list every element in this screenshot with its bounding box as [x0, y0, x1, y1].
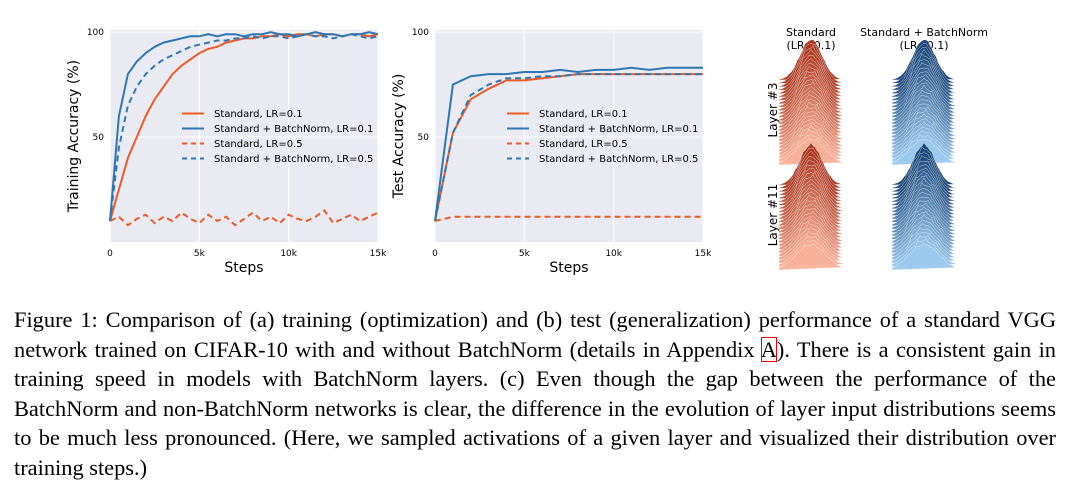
x-tick-label: 5k	[194, 249, 206, 259]
y-tick-label: 50	[418, 133, 430, 143]
ridge-plots	[778, 39, 957, 271]
series-line	[109, 209, 379, 227]
column-title: Standard + BatchNorm	[860, 26, 988, 39]
row-label: Layer #11	[766, 184, 780, 247]
y-tick-label: 50	[93, 133, 105, 143]
legend-label: Standard, LR=0.1	[539, 109, 628, 120]
y-tick-label: 100	[412, 28, 429, 38]
x-tick-label: 10k	[605, 249, 622, 259]
x-tick-label: 10k	[280, 249, 297, 259]
x-tick-label: 15k	[695, 249, 712, 259]
x-tick-label: 0	[107, 249, 113, 259]
figure: Standard (LR=0.1) Standard + BatchNorm (…	[66, 26, 988, 276]
x-tick-label: 15k	[370, 249, 387, 259]
legend-label: Standard, LR=0.5	[214, 139, 303, 150]
x-axis-label: Steps	[549, 260, 588, 276]
series-line	[434, 66, 703, 222]
y-axis-label: Training Accuracy (%)	[66, 60, 82, 213]
series-line	[109, 33, 379, 222]
x-tick-label: 5k	[519, 249, 531, 259]
caption-text: Figure 1: Comparison of (a) training (op…	[14, 307, 1056, 362]
x-tick-label: 0	[432, 249, 438, 259]
x-axis-label: Steps	[224, 260, 263, 276]
legend-label: Standard + BatchNorm, LR=0.5	[539, 154, 698, 165]
column-title: Standard	[786, 26, 836, 39]
row-label: Layer #3	[766, 83, 780, 138]
series-line	[109, 31, 379, 222]
caption: Figure 1: Comparison of (a) training (op…	[14, 305, 1056, 482]
caption-text: ). There is a consistent gain in trainin…	[14, 336, 1056, 480]
plot-background	[435, 30, 703, 242]
legend-label: Standard, LR=0.5	[539, 139, 628, 150]
series-line	[434, 215, 703, 222]
legend-label: Standard + BatchNorm, LR=0.1	[214, 124, 373, 135]
series-line	[434, 73, 703, 222]
legend-label: Standard + BatchNorm, LR=0.1	[539, 124, 698, 135]
ridge	[778, 243, 844, 271]
y-axis-label: Test Accuracy (%)	[391, 74, 407, 200]
legend-label: Standard + BatchNorm, LR=0.5	[214, 154, 373, 165]
chart: 50 100 0 5k 10k 15k Steps Training Accuracy (%)…	[66, 28, 387, 276]
plot-background	[110, 30, 378, 242]
appendix-link[interactable]: A	[760, 336, 777, 362]
legend-label: Standard, LR=0.1	[214, 109, 303, 120]
y-tick-label: 100	[87, 28, 104, 38]
chart: 50 100 0 5k 10k 15k Steps Test Accuracy (%) Stan…	[391, 28, 712, 276]
ridge	[891, 243, 957, 271]
